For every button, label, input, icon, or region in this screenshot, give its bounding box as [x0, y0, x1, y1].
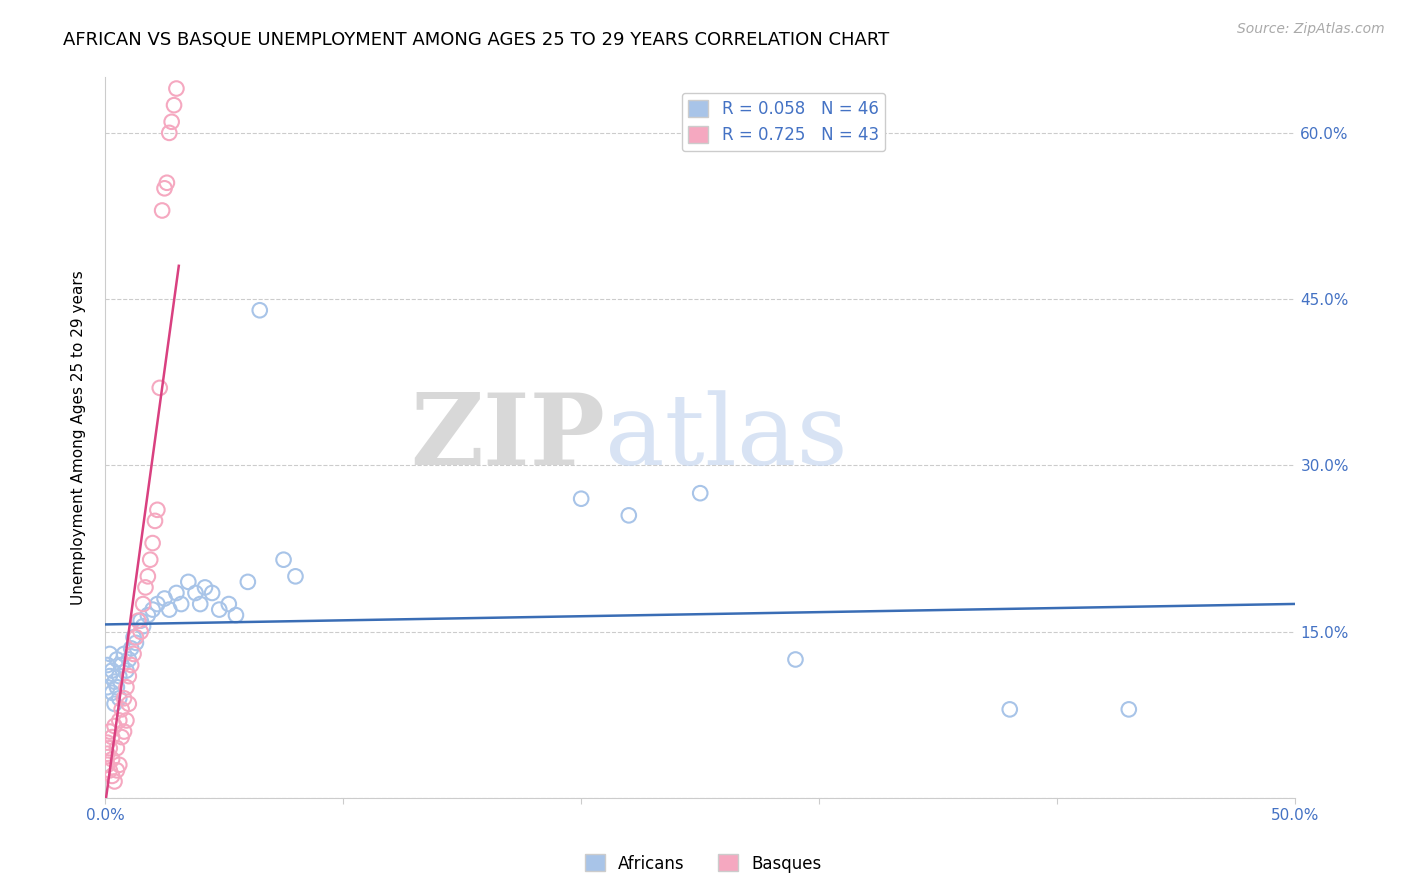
- Point: [146, 503, 169, 517]
- Point: [165, 81, 187, 95]
- Point: [132, 597, 155, 611]
- Point: [98, 724, 121, 739]
- Point: [188, 597, 211, 611]
- Point: [98, 764, 121, 778]
- Point: [689, 486, 711, 500]
- Point: [184, 586, 207, 600]
- Point: [225, 608, 247, 623]
- Point: [998, 702, 1021, 716]
- Text: ZIP: ZIP: [411, 389, 605, 486]
- Point: [112, 691, 135, 706]
- Point: [111, 658, 134, 673]
- Legend: R = 0.058   N = 46, R = 0.725   N = 43: R = 0.058 N = 46, R = 0.725 N = 43: [682, 93, 886, 151]
- Point: [136, 608, 159, 623]
- Point: [125, 630, 148, 644]
- Point: [129, 624, 152, 639]
- Point: [112, 724, 135, 739]
- Point: [160, 115, 183, 129]
- Point: [177, 574, 200, 589]
- Point: [127, 614, 149, 628]
- Point: [98, 741, 121, 756]
- Point: [129, 614, 152, 628]
- Point: [122, 630, 145, 644]
- Point: [142, 536, 165, 550]
- Point: [142, 602, 165, 616]
- Point: [108, 691, 131, 706]
- Y-axis label: Unemployment Among Ages 25 to 29 years: Unemployment Among Ages 25 to 29 years: [72, 270, 86, 605]
- Point: [103, 719, 125, 733]
- Point: [120, 658, 142, 673]
- Point: [118, 652, 141, 666]
- Point: [101, 752, 124, 766]
- Point: [134, 581, 156, 595]
- Point: [96, 747, 118, 761]
- Point: [157, 126, 180, 140]
- Text: AFRICAN VS BASQUE UNEMPLOYMENT AMONG AGES 25 TO 29 YEARS CORRELATION CHART: AFRICAN VS BASQUE UNEMPLOYMENT AMONG AGE…: [63, 31, 890, 49]
- Point: [96, 658, 118, 673]
- Point: [163, 98, 186, 112]
- Point: [249, 303, 271, 318]
- Point: [156, 176, 179, 190]
- Point: [115, 714, 138, 728]
- Point: [118, 669, 141, 683]
- Point: [103, 697, 125, 711]
- Point: [105, 764, 128, 778]
- Point: [785, 652, 807, 666]
- Point: [108, 757, 131, 772]
- Point: [569, 491, 592, 506]
- Point: [617, 508, 640, 523]
- Point: [122, 647, 145, 661]
- Point: [105, 741, 128, 756]
- Point: [101, 664, 124, 678]
- Legend: Africans, Basques: Africans, Basques: [578, 847, 828, 880]
- Point: [101, 730, 124, 744]
- Point: [115, 664, 138, 678]
- Point: [118, 697, 141, 711]
- Point: [208, 602, 231, 616]
- Point: [139, 552, 162, 566]
- Point: [149, 381, 172, 395]
- Point: [120, 641, 142, 656]
- Point: [112, 647, 135, 661]
- Text: Source: ZipAtlas.com: Source: ZipAtlas.com: [1237, 22, 1385, 37]
- Point: [218, 597, 240, 611]
- Point: [143, 514, 166, 528]
- Point: [236, 574, 259, 589]
- Point: [101, 686, 124, 700]
- Point: [157, 602, 180, 616]
- Text: atlas: atlas: [605, 390, 848, 485]
- Point: [153, 591, 176, 606]
- Point: [150, 203, 173, 218]
- Point: [96, 680, 118, 694]
- Point: [105, 652, 128, 666]
- Point: [132, 619, 155, 633]
- Point: [146, 597, 169, 611]
- Point: [111, 702, 134, 716]
- Point: [136, 569, 159, 583]
- Point: [98, 669, 121, 683]
- Point: [165, 586, 187, 600]
- Point: [108, 714, 131, 728]
- Point: [201, 586, 224, 600]
- Point: [111, 730, 134, 744]
- Point: [170, 597, 193, 611]
- Point: [96, 757, 118, 772]
- Point: [105, 680, 128, 694]
- Point: [96, 736, 118, 750]
- Point: [98, 647, 121, 661]
- Point: [108, 669, 131, 683]
- Point: [103, 774, 125, 789]
- Point: [284, 569, 307, 583]
- Point: [1118, 702, 1140, 716]
- Point: [101, 769, 124, 783]
- Point: [153, 181, 176, 195]
- Point: [273, 552, 295, 566]
- Point: [115, 680, 138, 694]
- Point: [194, 581, 217, 595]
- Point: [125, 636, 148, 650]
- Point: [103, 674, 125, 689]
